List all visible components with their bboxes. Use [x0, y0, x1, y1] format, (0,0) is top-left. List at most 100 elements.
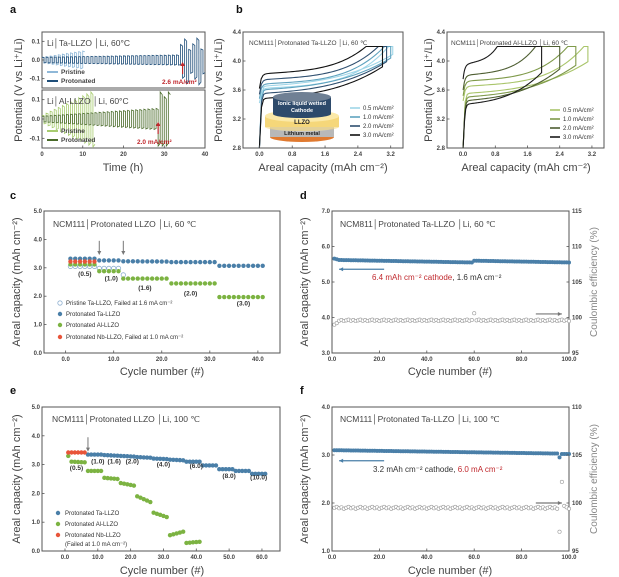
d-capacity-point	[567, 260, 571, 265]
d-ytick-label: 7.0	[322, 209, 331, 215]
b2-curve-2	[462, 45, 561, 149]
d-ce-point	[566, 319, 571, 324]
a-sub0-ytick-label: 0.0	[32, 58, 41, 64]
f-ytick-label: 3.0	[322, 453, 331, 459]
d-right-ytick-label: 115	[572, 209, 582, 215]
chart-a: -0.1 0.0 0.1 -0.1 0.0 0.1 0 10 20 30 40 Li│Ta-LLZO…	[13, 31, 209, 174]
e-point	[69, 450, 74, 455]
c-point	[260, 263, 265, 269]
c-point	[236, 263, 241, 269]
e-point	[207, 463, 212, 468]
e-rate-label: (6.0)	[190, 463, 203, 470]
c-point	[212, 259, 217, 265]
e-point	[135, 454, 140, 460]
f-capacity-point	[555, 451, 560, 456]
f-capacity-axis-arrow-head	[339, 458, 344, 463]
a-top-annotation: 2.6 mA/cm²	[162, 79, 198, 86]
e-legend-protonated-al: Protonated Al-LLZO	[65, 522, 118, 528]
d-xtick-label: 0.0	[328, 357, 337, 363]
e-point	[180, 458, 186, 463]
inset-anode-label: Lithium metal	[284, 131, 320, 137]
c-point	[135, 259, 140, 264]
f-xtick-label: 20.0	[374, 555, 386, 561]
c-point	[226, 263, 232, 269]
c-point	[130, 259, 136, 264]
b1-legend-label: 2.0 mA/cm²	[363, 124, 394, 130]
panel-label-e: e	[10, 385, 16, 397]
a-sub1-ytick-label: 0.0	[32, 117, 41, 123]
e-point	[85, 452, 91, 457]
c-point	[183, 259, 188, 265]
b1-xtick-label: 0.0	[255, 152, 264, 158]
d-right-ytick-label: 100	[572, 316, 583, 322]
e-point	[253, 471, 258, 477]
c-rate-label: (0.5)	[78, 271, 91, 278]
e-point	[141, 455, 146, 460]
e-xlabel: Cycle number (#)	[120, 565, 204, 577]
e-rate-label: (1.0)	[91, 459, 104, 466]
c-rate-label: (1.6)	[138, 285, 151, 292]
e-point	[121, 481, 127, 486]
d-title: NCM811│Protonated Ta-LLZO │Li, 60 ℃	[340, 219, 496, 230]
inset-cathode-label: Ionic liquid wetted	[278, 101, 326, 107]
c-ytick-label: 4.0	[34, 237, 43, 243]
e-ylabel: Areal capacity (mAh cm⁻²)	[11, 414, 23, 543]
f-plot-frame	[331, 406, 570, 552]
b2-ytick-label: 3.2	[437, 117, 446, 123]
panel-label-d: d	[300, 190, 307, 202]
c-point	[116, 269, 121, 274]
c-point	[246, 263, 251, 269]
e-point	[138, 455, 143, 460]
legend-marker-protonated-al	[57, 322, 63, 328]
e-point	[131, 454, 137, 459]
c-point	[188, 281, 193, 286]
e-point	[249, 471, 255, 477]
e-point	[141, 496, 146, 502]
e-point	[121, 453, 127, 459]
c-point	[222, 294, 227, 300]
e-point	[95, 452, 101, 457]
c-point	[250, 294, 256, 300]
e-ytick-label: 3.0	[32, 463, 41, 469]
e-point	[135, 494, 140, 499]
b1-curve-0	[258, 45, 394, 149]
b-ta-xlabel: Areal capacity (mAh cm⁻²)	[258, 162, 387, 174]
d-ylabel-right: Coulombic efficiency (%)	[589, 227, 600, 337]
d-annotation-rest: , 1.6 mA cm⁻²	[452, 273, 501, 282]
annotation-arrow-head	[180, 62, 186, 66]
f-annotation: 3.2 mAh cm⁻² cathode, 6.0 mA cm⁻²	[373, 465, 503, 474]
d-right-ytick-label: 105	[572, 280, 583, 286]
e-point	[82, 450, 87, 455]
e-point	[210, 463, 215, 468]
f-title: NCM111│Protonated Ta-LLZO │Li, 100 ℃	[340, 414, 500, 425]
d-annotation: 6.4 mAh cm⁻² cathode, 1.6 mA cm⁻²	[372, 273, 502, 282]
c-legend-protonated-ta: Protonated Ta-LLZO	[66, 312, 121, 318]
d-right-ytick-label: 95	[572, 351, 579, 357]
b-al-xlabel: Areal capacity (mAh cm⁻²)	[461, 162, 590, 174]
c-point	[231, 263, 237, 269]
c-point	[87, 259, 92, 264]
legend-marker-protonated-ta	[55, 510, 61, 516]
b1-ytick-label: 3.2	[233, 117, 242, 123]
c-point	[183, 281, 188, 286]
e-point	[79, 450, 84, 455]
e-point	[108, 476, 114, 481]
c-point	[92, 259, 97, 264]
e-point	[112, 476, 117, 481]
f-ce-point	[559, 479, 564, 484]
e-rate-label: (10.0)	[250, 475, 267, 482]
e-point	[151, 456, 156, 461]
c-point	[135, 276, 140, 281]
c-point	[178, 259, 184, 265]
d-ytick-label: 3.0	[322, 351, 331, 357]
a-xtick-label: 20	[120, 152, 127, 158]
a-sub0-ytick-label: 0.1	[32, 39, 41, 45]
c-point	[145, 276, 150, 281]
e-point	[105, 475, 110, 481]
c-point	[68, 259, 73, 264]
c-legend-protonated-nb: Protonated Nb-LLZO, Failed at 1.0 mA cm⁻…	[66, 335, 183, 341]
c-point	[202, 281, 208, 286]
f-xtick-label: 60.0	[468, 555, 480, 561]
c-point	[140, 259, 145, 264]
chart-b-al: 0.5 mA/cm² 1.0 mA/cm² 2.0 mA/cm² 3.0 mA/cm²…	[423, 30, 605, 174]
